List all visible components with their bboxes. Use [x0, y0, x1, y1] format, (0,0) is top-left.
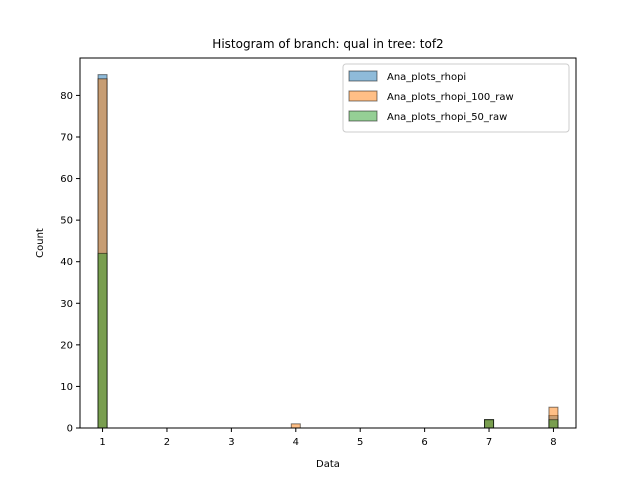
- histogram-bar-s2-b0: [97, 252, 108, 429]
- chart-title: Histogram of branch: qual in tree: tof2: [212, 37, 443, 51]
- plot-frame: [79, 57, 577, 429]
- legend: Ana_plots_rhopi Ana_plots_rhopi_100_raw An…: [342, 63, 570, 133]
- x-tick-label: 5: [357, 437, 363, 448]
- legend-label-0: Ana_plots_rhopi: [387, 72, 466, 83]
- x-tick-label: 6: [421, 437, 427, 448]
- legend-label-1: Ana_plots_rhopi_100_raw: [387, 92, 514, 103]
- y-tick-label: 0: [67, 424, 73, 435]
- x-axis-label: Data: [316, 459, 340, 470]
- y-tick-label: 20: [60, 340, 73, 351]
- legend-label-2: Ana_plots_rhopi_50_raw: [387, 112, 507, 123]
- legend-swatch-2: [348, 110, 378, 122]
- legend-swatch-0: [348, 70, 378, 82]
- y-axis-label: Count: [35, 228, 46, 258]
- x-tick-label: 4: [293, 437, 299, 448]
- y-axis-ticks: 0 10 20 30 40 50 60 70 80: [60, 91, 80, 435]
- y-tick-label: 50: [60, 216, 73, 227]
- x-axis-ticks: 1 2 3 4 5 6 7 8: [99, 428, 557, 448]
- legend-box: [342, 63, 570, 133]
- y-tick-label: 70: [60, 132, 73, 143]
- histogram-bar-s2-b1: [484, 419, 495, 429]
- x-tick-label: 7: [486, 437, 492, 448]
- y-tick-label: 80: [60, 91, 73, 102]
- y-tick-label: 60: [60, 174, 73, 185]
- y-tick-label: 30: [60, 299, 73, 310]
- x-tick-label: 1: [99, 437, 105, 448]
- histogram-bar-s2-b2: [548, 419, 559, 429]
- histogram-bar-s1-b1: [290, 423, 301, 429]
- y-tick-label: 40: [60, 257, 73, 268]
- x-tick-label: 2: [164, 437, 170, 448]
- x-tick-label: 3: [228, 437, 234, 448]
- x-tick-label: 8: [550, 437, 556, 448]
- legend-swatch-1: [348, 90, 378, 102]
- y-tick-label: 10: [60, 382, 73, 393]
